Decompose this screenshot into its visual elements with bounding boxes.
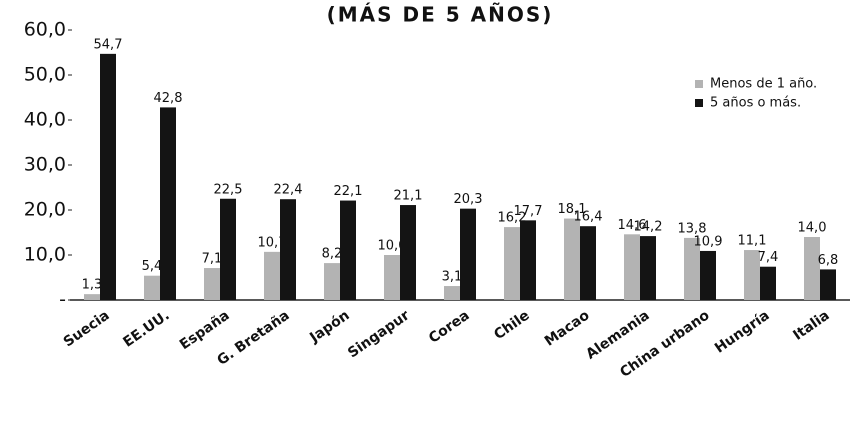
value-label: 7,1	[202, 252, 223, 267]
value-label: 13,8	[678, 221, 707, 236]
y-tick-label: 10,0	[24, 244, 66, 266]
bar	[144, 275, 160, 300]
bar	[400, 205, 416, 300]
y-tick-label: 30,0	[24, 154, 66, 176]
value-label: 14,6	[618, 218, 647, 233]
y-tick-label: 20,0	[24, 199, 66, 221]
bar	[624, 234, 640, 300]
value-label: 17,7	[514, 204, 543, 219]
legend-label: Menos de 1 año.	[710, 77, 817, 92]
bar	[520, 220, 536, 300]
y-tick-label: -	[59, 289, 66, 311]
bar	[384, 255, 400, 300]
value-label: 42,8	[154, 91, 183, 106]
value-label: 10,7	[258, 235, 287, 250]
value-label: 54,7	[94, 37, 123, 52]
bar	[580, 226, 596, 300]
bar	[700, 250, 716, 300]
bar	[744, 250, 760, 300]
value-label: 10,9	[694, 234, 723, 249]
x-tick-label: Macao	[542, 307, 593, 349]
legend-label: 5 años o más.	[710, 96, 801, 111]
chart-title: (MÁS DE 5 AÑOS)	[327, 3, 554, 27]
value-label: 22,5	[214, 182, 243, 197]
bar	[460, 208, 476, 300]
x-tick-label: Corea	[426, 307, 473, 346]
bar	[760, 266, 776, 300]
bar	[84, 294, 100, 300]
value-label: 21,1	[394, 189, 423, 204]
value-label: 20,3	[454, 192, 483, 207]
x-tick-label: Japón	[306, 307, 352, 346]
bar	[100, 53, 116, 300]
bar	[204, 268, 220, 300]
value-label: 8,2	[322, 247, 343, 262]
bar	[160, 107, 176, 301]
bar	[280, 199, 296, 300]
bar	[564, 218, 580, 300]
value-label: 7,4	[758, 250, 779, 265]
value-label: 14,0	[798, 221, 827, 236]
bar	[340, 200, 356, 300]
value-label: 22,1	[334, 184, 363, 199]
x-tick-label: Italia	[790, 307, 832, 343]
value-label: 16,2	[498, 211, 527, 226]
x-tick-label: EE.UU.	[120, 307, 172, 350]
value-label: 3,1	[442, 270, 463, 285]
bar	[324, 263, 340, 300]
bar	[640, 236, 656, 300]
value-label: 14,2	[634, 220, 663, 235]
x-tick-label: Hungría	[712, 307, 773, 356]
value-label: 10,0	[378, 239, 407, 254]
value-label: 6,8	[818, 253, 839, 268]
bar	[504, 227, 520, 300]
y-tick-label: 60,0	[24, 19, 66, 41]
x-tick-label: España	[177, 307, 233, 353]
value-label: 18,1	[558, 202, 587, 217]
bar	[820, 269, 836, 300]
x-tick-label: Suecia	[61, 307, 113, 350]
value-label: 1,3	[82, 278, 103, 293]
value-label: 5,4	[142, 259, 163, 274]
bar	[444, 286, 460, 300]
x-tick-label: Singapur	[345, 307, 413, 361]
value-label: 11,1	[738, 234, 767, 249]
y-tick-label: 50,0	[24, 64, 66, 86]
value-label: 16,4	[574, 210, 603, 225]
legend-swatch	[695, 80, 703, 88]
y-tick-label: 40,0	[24, 109, 66, 131]
bar	[804, 237, 820, 300]
bar	[264, 251, 280, 300]
x-tick-label: Chile	[491, 307, 532, 343]
bar	[220, 198, 236, 300]
value-label: 22,4	[274, 183, 303, 198]
legend-swatch	[695, 99, 703, 107]
bar	[684, 237, 700, 300]
